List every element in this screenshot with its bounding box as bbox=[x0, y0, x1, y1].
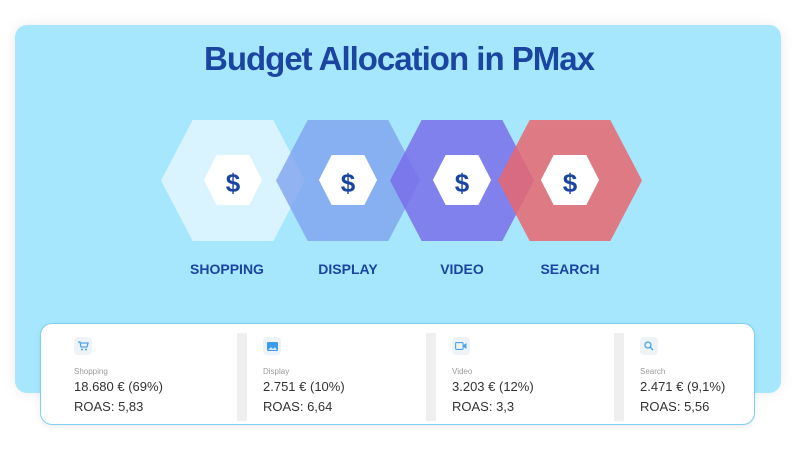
channel-label-search: SEARCH bbox=[540, 261, 600, 277]
dollar-icon: $ bbox=[225, 168, 241, 198]
stat-value: 18.680 € (69%) bbox=[74, 379, 163, 394]
stat-roas: ROAS: 5,83 bbox=[74, 399, 144, 414]
stat-label: Search bbox=[640, 367, 666, 376]
channel-label-display: DISPLAY bbox=[318, 261, 378, 277]
stat-label: Shopping bbox=[74, 367, 108, 376]
stats-card: Shopping 18.680 € (69%) ROAS: 5,83 Displ… bbox=[40, 323, 755, 425]
stat-value: 2.471 € (9,1%) bbox=[640, 379, 726, 394]
stat-roas: ROAS: 6,64 bbox=[263, 399, 333, 414]
dollar-icon: $ bbox=[340, 168, 356, 198]
dollar-icon: $ bbox=[454, 168, 470, 198]
stat-label: Video bbox=[452, 367, 473, 376]
stat-label: Display bbox=[263, 367, 290, 376]
channel-label-shopping: SHOPPING bbox=[190, 261, 264, 277]
dollar-icon: $ bbox=[562, 168, 578, 198]
search-icon bbox=[640, 337, 658, 355]
divider bbox=[426, 333, 436, 421]
channel-label-video: VIDEO bbox=[440, 261, 484, 277]
divider bbox=[237, 333, 247, 421]
image-icon bbox=[263, 337, 281, 355]
stat-value: 3.203 € (12%) bbox=[452, 379, 534, 394]
video-icon bbox=[452, 337, 470, 355]
stat-value: 2.751 € (10%) bbox=[263, 379, 345, 394]
page-title: Budget Allocation in PMax bbox=[204, 40, 595, 77]
stat-roas: ROAS: 5,56 bbox=[640, 399, 710, 414]
divider bbox=[614, 333, 624, 421]
stat-roas: ROAS: 3,3 bbox=[452, 399, 515, 414]
cart-icon bbox=[74, 337, 92, 355]
